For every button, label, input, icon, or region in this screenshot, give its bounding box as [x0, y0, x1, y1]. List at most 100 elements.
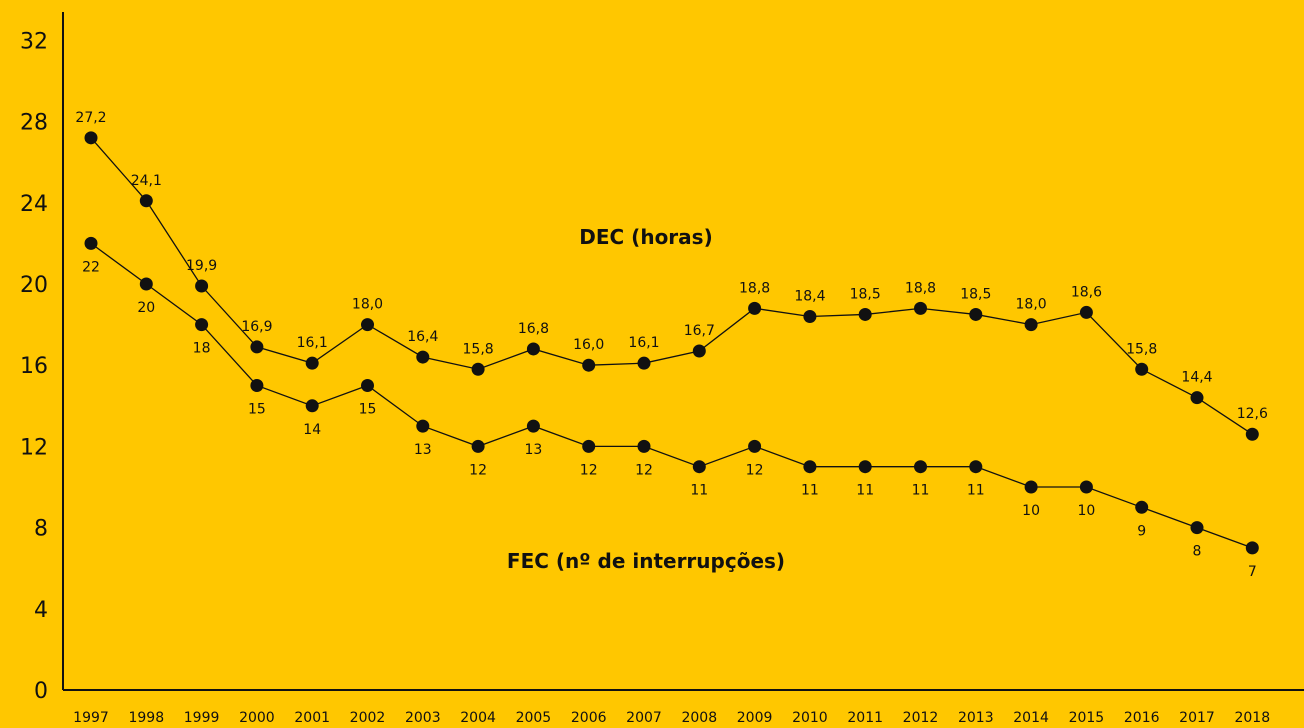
data-point	[637, 356, 651, 370]
data-label: 12	[580, 462, 598, 478]
data-label: 7	[1248, 564, 1257, 580]
data-point	[1245, 541, 1259, 555]
x-tick-label: 2016	[1124, 710, 1160, 726]
data-point	[969, 460, 983, 474]
data-label: 18,0	[1016, 297, 1047, 313]
y-tick-label: 16	[20, 354, 48, 379]
data-point	[582, 439, 596, 453]
data-point	[526, 419, 540, 433]
data-label: 18,5	[960, 286, 991, 302]
x-tick-label: 2007	[626, 710, 662, 726]
data-point	[1079, 480, 1093, 494]
data-point	[1024, 318, 1038, 332]
data-label: 11	[967, 483, 985, 499]
data-label: 11	[912, 483, 930, 499]
data-label: 9	[1137, 523, 1146, 539]
x-tick-label: 2012	[903, 710, 939, 726]
data-point	[803, 460, 817, 474]
y-tick-label: 28	[20, 111, 48, 136]
x-tick-label: 2008	[681, 710, 717, 726]
series-0: 27,2 24,1 19,9 16,9 16,1 18,0 16,4 15,8 16,8 16,0…	[75, 110, 1268, 441]
data-label: 10	[1077, 503, 1095, 519]
data-label: 12,6	[1237, 406, 1268, 422]
x-tick-label: 2011	[847, 710, 883, 726]
series-line	[90, 242, 1253, 549]
data-point	[1024, 480, 1038, 494]
x-tick-label: 2001	[294, 710, 330, 726]
data-label: 16,8	[518, 321, 549, 337]
data-label: 8	[1193, 544, 1202, 560]
data-label: 15,8	[463, 341, 494, 357]
data-label: 18,0	[352, 297, 383, 313]
data-label: 11	[690, 483, 708, 499]
data-label: 20	[137, 300, 155, 316]
data-point	[416, 419, 430, 433]
data-label: 27,2	[75, 110, 106, 126]
data-label: 16,1	[628, 335, 659, 351]
x-tick-label: 2000	[239, 710, 275, 726]
series-name-dec: DEC (horas)	[579, 225, 712, 249]
x-tick-label: 1998	[128, 710, 164, 726]
data-label: 16,0	[573, 337, 604, 353]
data-point	[1245, 427, 1259, 441]
data-point	[858, 460, 872, 474]
x-tick-label: 2017	[1179, 710, 1215, 726]
data-point	[692, 460, 706, 474]
x-tick-label: 1997	[73, 710, 109, 726]
x-tick-label: 2009	[737, 710, 773, 726]
data-point	[250, 379, 264, 392]
series-group: 27,2 24,1 19,9 16,9 16,1 18,0 16,4 15,8 16,8 16,0…	[75, 110, 1268, 580]
data-point	[416, 350, 430, 364]
data-label: 18,6	[1071, 284, 1102, 300]
x-tick-label: 2005	[516, 710, 552, 726]
data-point	[1135, 362, 1149, 376]
data-label: 16,1	[297, 335, 328, 351]
data-label: 18,8	[739, 280, 770, 296]
data-point	[84, 131, 98, 145]
data-point	[361, 379, 374, 392]
data-label: 15	[248, 402, 266, 418]
data-point	[748, 439, 762, 453]
data-point	[1135, 500, 1149, 514]
data-label: 12	[746, 462, 764, 478]
data-label: 19,9	[186, 258, 217, 274]
data-point	[305, 399, 319, 413]
x-tick-label: 1999	[184, 710, 220, 726]
data-point	[858, 307, 872, 321]
x-tick-labels: 1997 1998 1999 2000 2001 2002 2003 2004 2005 2006…	[73, 710, 1270, 726]
y-tick-label: 8	[34, 517, 48, 542]
data-label: 15,8	[1126, 341, 1157, 357]
data-label: 16,4	[407, 329, 438, 345]
data-label: 14,4	[1181, 370, 1212, 386]
data-point	[582, 358, 596, 372]
data-label: 18,8	[905, 280, 936, 296]
data-point	[1190, 391, 1204, 405]
data-point	[526, 342, 540, 356]
x-tick-label: 2002	[350, 710, 386, 726]
data-point	[748, 301, 762, 315]
data-label: 18,4	[794, 288, 825, 304]
data-label: 18,5	[850, 286, 881, 302]
data-label: 14	[303, 422, 321, 438]
data-label: 12	[635, 462, 653, 478]
data-point	[361, 318, 374, 332]
series-1: 22 20 18 15 14 15 13 12 13 12 12 11 12 11 11 11 11 10 10 9 8…	[82, 236, 1259, 580]
y-tick-label: 12	[20, 435, 48, 460]
series-line	[90, 137, 1253, 435]
data-label: 16,7	[684, 323, 715, 339]
data-label: 11	[801, 483, 819, 499]
data-point	[139, 277, 153, 291]
data-point	[692, 344, 706, 358]
data-label: 13	[414, 442, 432, 458]
x-tick-label: 2010	[792, 710, 828, 726]
data-point	[969, 307, 983, 321]
x-tick-label: 2013	[958, 710, 994, 726]
x-tick-label: 2014	[1013, 710, 1049, 726]
data-label: 22	[82, 259, 100, 275]
x-tick-label: 2018	[1234, 710, 1270, 726]
y-tick-label: 32	[20, 29, 48, 54]
x-tick-label: 2015	[1069, 710, 1105, 726]
x-tick-label: 2004	[460, 710, 496, 726]
x-tick-label: 2003	[405, 710, 441, 726]
